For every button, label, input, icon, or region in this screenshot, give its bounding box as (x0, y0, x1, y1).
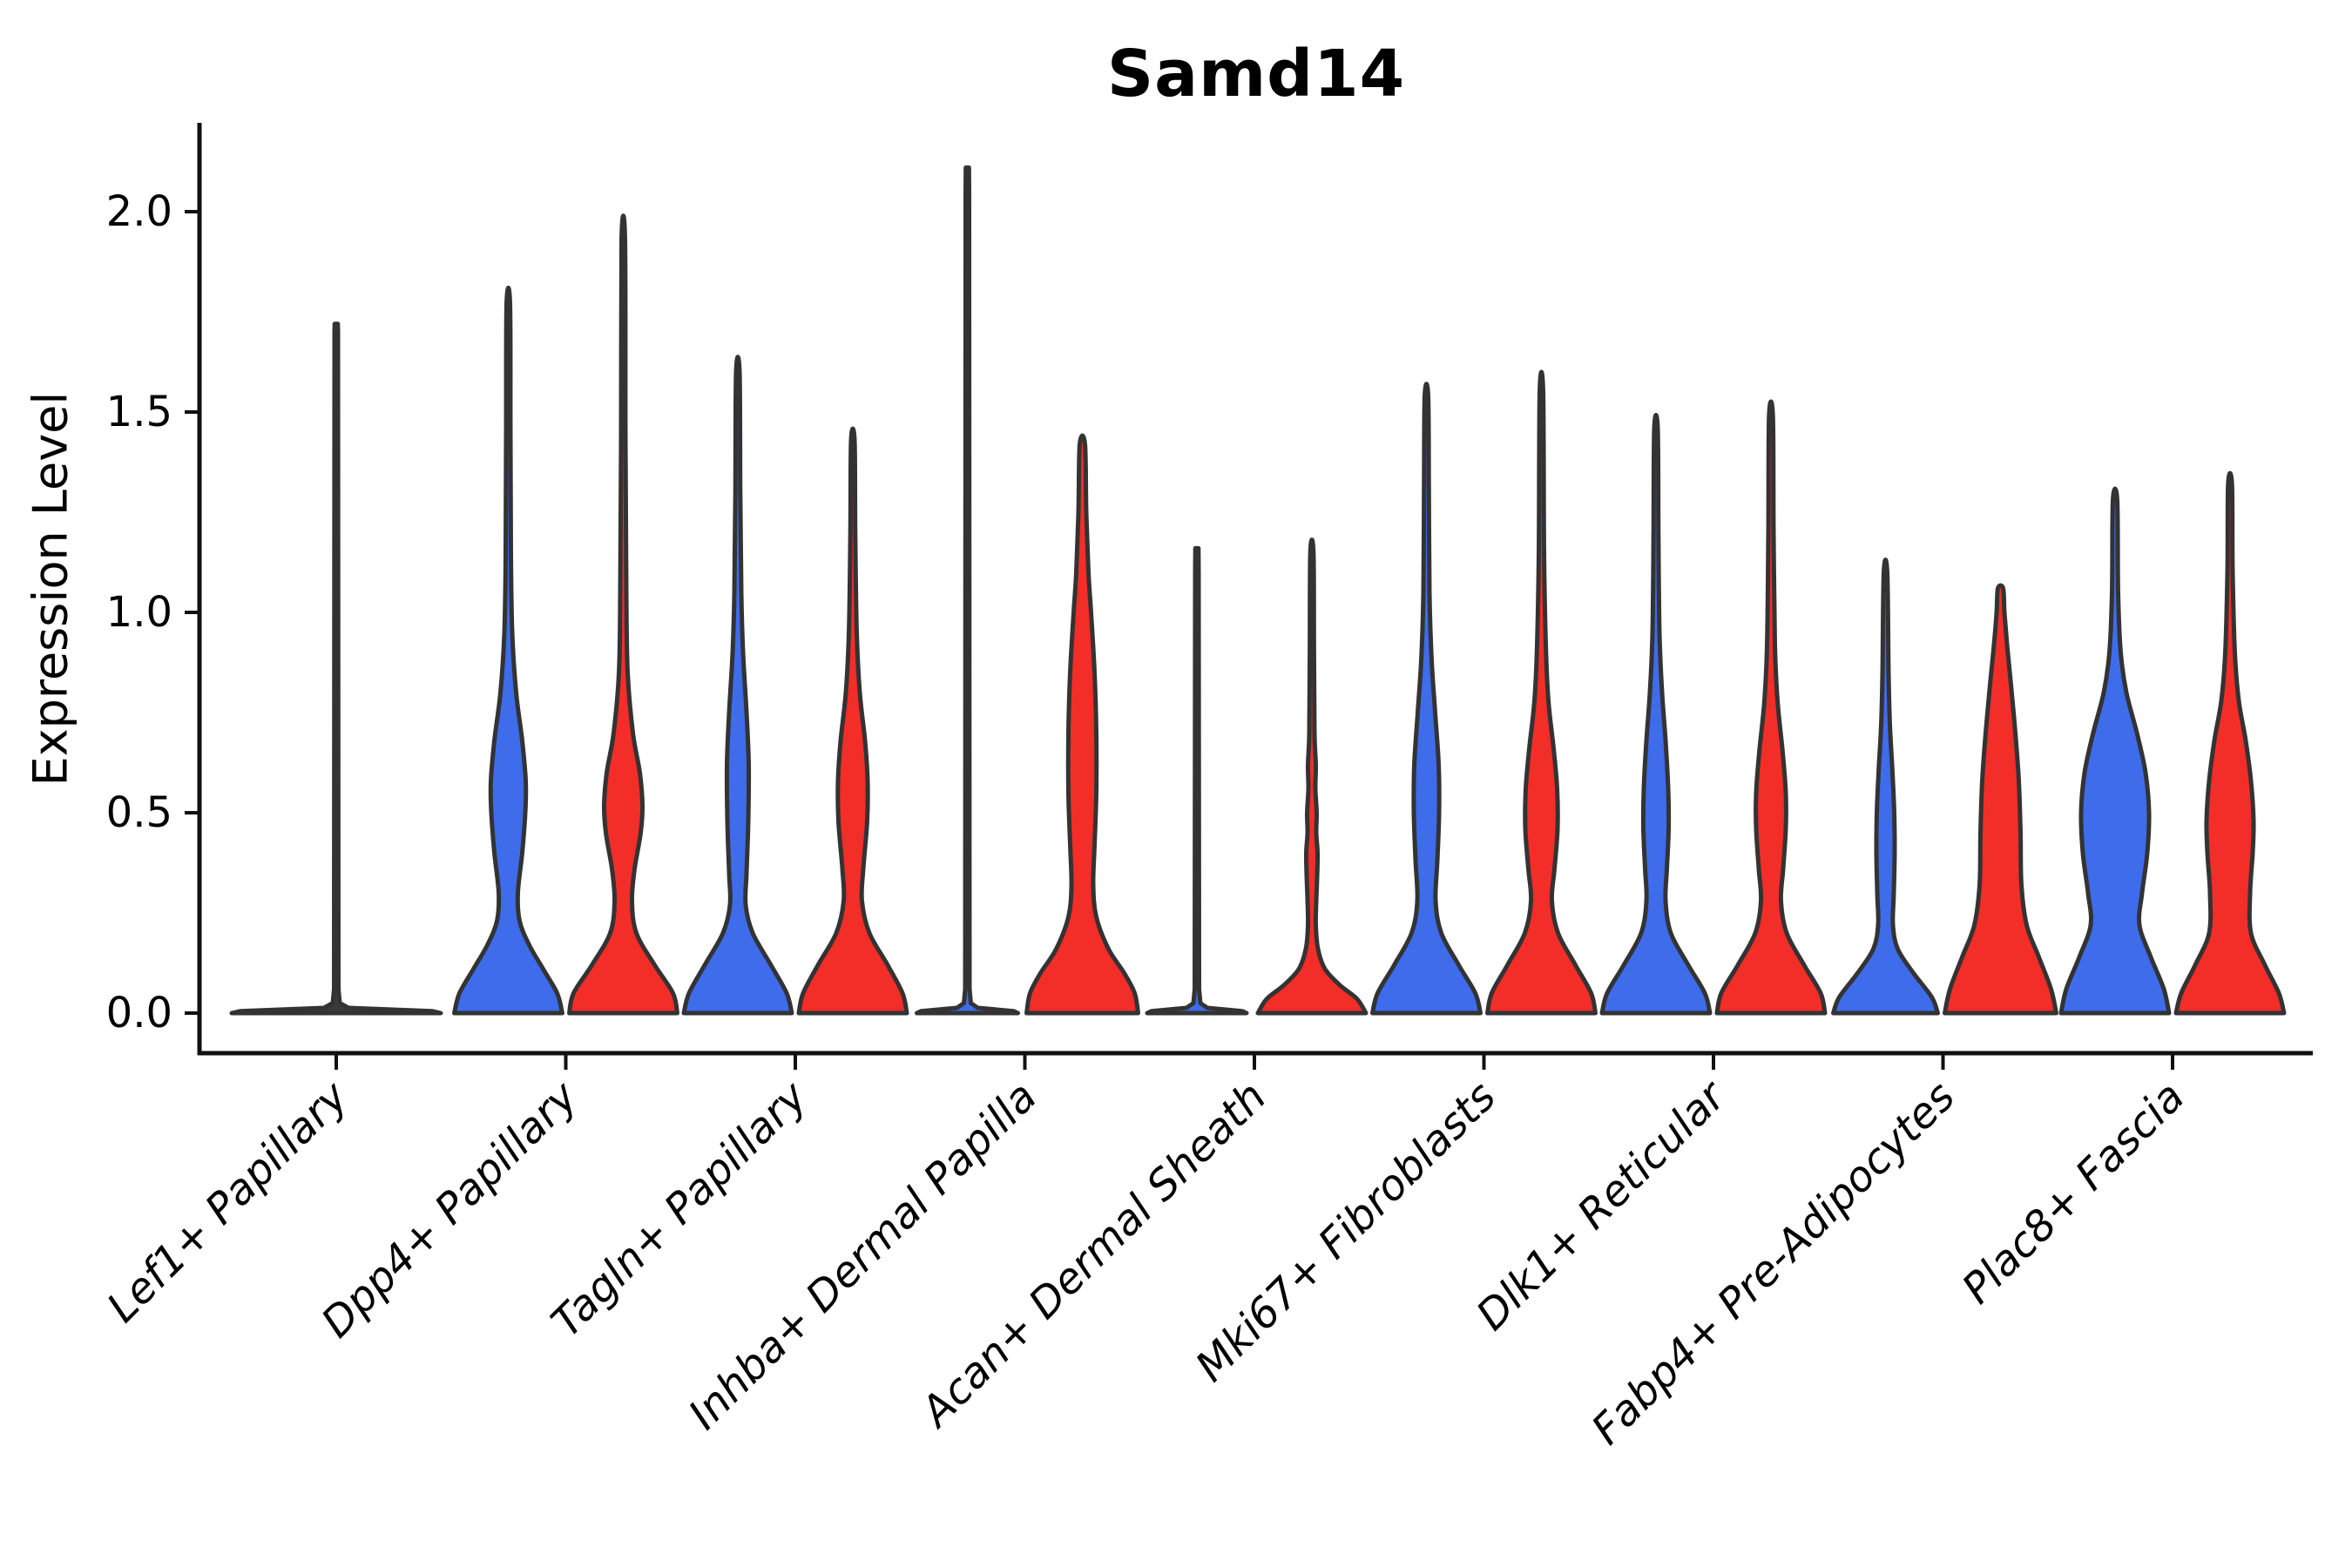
violin-3-blue (915, 165, 1020, 1016)
violin-2-red (796, 426, 909, 1016)
x-tick-label-0: Lef1+ Papillary (98, 1071, 358, 1332)
violin-6-blue (1599, 412, 1713, 1016)
x-tick-label-1: Dpp4+ Papillary (312, 1071, 587, 1347)
x-tick-label-7: Fabp4+ Pre-Adipocytes (1582, 1072, 1964, 1455)
violin-5-blue (1370, 382, 1483, 1016)
violin-1-red (567, 213, 679, 1016)
y-tick-label: 2.0 (106, 187, 172, 236)
x-tick-label-8: Plac8+ Fascia (1953, 1072, 2194, 1314)
violin-6-red (1714, 399, 1828, 1016)
y-tick-label: 1.5 (106, 388, 172, 436)
violin-8-red (2173, 470, 2287, 1016)
violin-1-blue (452, 285, 564, 1016)
violin-3-red (1024, 433, 1140, 1016)
y-tick-label: 0.0 (106, 989, 172, 1037)
chart-title: Samd14 (1106, 37, 1406, 112)
violin-4-red (1255, 537, 1369, 1016)
x-tick-label-2: Tagln+ Papillary (542, 1071, 817, 1347)
violin-0-single (229, 321, 443, 1016)
y-tick-label: 0.5 (106, 788, 172, 837)
y-tick-label: 1.0 (106, 588, 172, 637)
violin-5-red (1485, 369, 1598, 1016)
x-tick-label-6: Dlk1+ Reticular (1467, 1071, 1737, 1341)
violin-4-blue (1145, 545, 1249, 1016)
violin-7-red (1943, 583, 2058, 1016)
violin-2-blue (681, 355, 794, 1016)
violin-7-blue (1831, 558, 1940, 1016)
violin-8-blue (2058, 486, 2172, 1016)
